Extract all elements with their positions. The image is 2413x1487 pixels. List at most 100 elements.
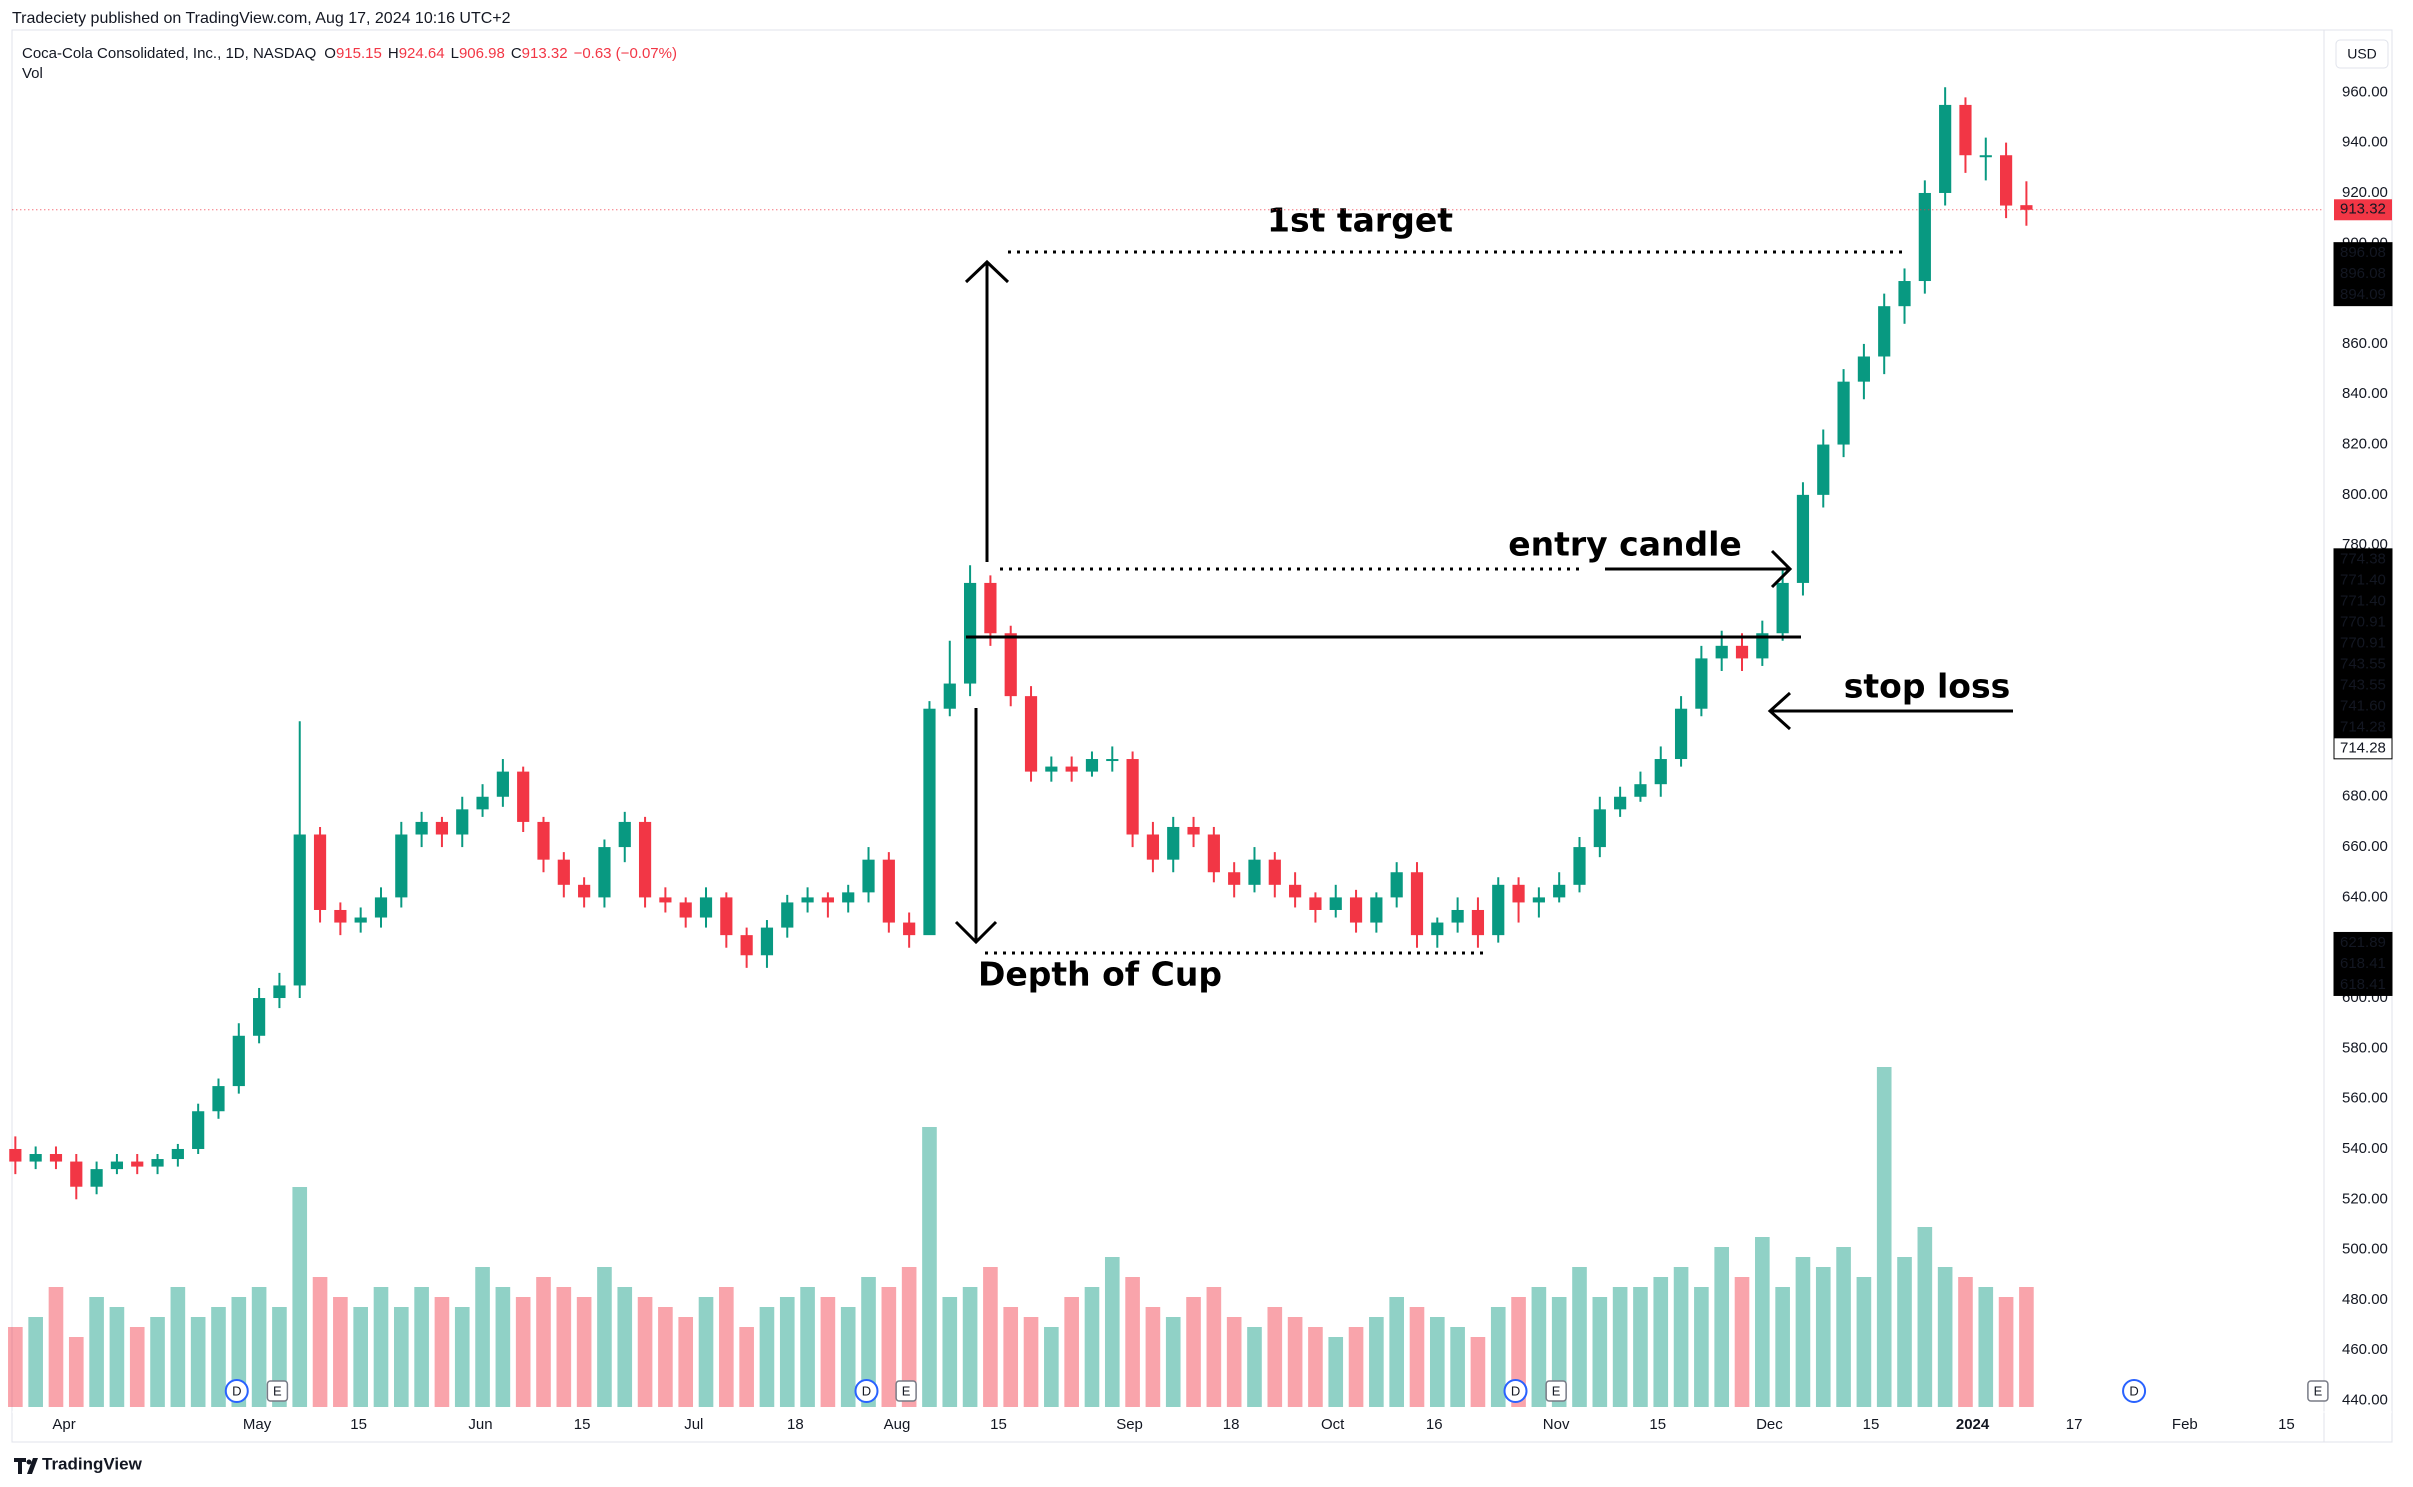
volume-bar [454,1307,470,1407]
candle-body [882,859,895,923]
volume-bar [698,1297,714,1407]
candle-body [638,821,652,898]
candle-body [578,884,591,898]
candle-body [1289,884,1302,898]
change: −0.63 (−0.07%) [574,45,677,62]
volume-bar [739,1327,754,1407]
event-label: D [232,1383,241,1398]
event-marker [224,1379,249,1403]
volume-bar [1734,1277,1750,1407]
x-tick-label: Oct [1321,1416,1345,1433]
y-tick-label: 640.00 [2342,888,2388,905]
event-label: D [862,1383,871,1398]
volume-bar [1958,1277,1973,1407]
volume-bar [1470,1337,1486,1407]
currency-box[interactable] [2335,39,2389,69]
volume-bar [1572,1267,1587,1407]
volume-bar [8,1327,23,1407]
ohlc-key: L [451,45,459,62]
candle-body [192,1111,205,1149]
ohlc-key: O [324,45,336,62]
volume-bar [312,1277,328,1407]
y-tick-label: 440.00 [2342,1392,2388,1409]
volume-bar [1998,1297,2014,1407]
candle-body [537,821,550,860]
price-label: 774.38 [2340,550,2386,567]
volume-bar [1328,1337,1344,1407]
price-label-box [2333,737,2393,760]
y-tick-label: 560.00 [2342,1090,2388,1107]
volume-bar [28,1317,43,1407]
volume-bar [1815,1267,1831,1407]
volume-bar [1003,1307,1019,1407]
x-tick-label: 17 [2066,1416,2083,1433]
candle-body [1228,872,1241,885]
x-tick-label: Feb [2172,1416,2198,1433]
price-label: 770.91 [2340,634,2386,651]
volume-bar [1308,1327,1323,1407]
volume-bar [962,1287,978,1407]
price-label: 714.28 [2340,718,2386,735]
y-tick-label: 580.00 [2342,1039,2388,1056]
price-label: 896.08 [2340,265,2386,282]
candle-body [740,935,753,956]
candle-body [760,927,774,956]
candle-body [374,897,388,918]
candle-body [1553,884,1566,898]
event-marker [1503,1379,1528,1403]
price-label: 714.28 [2340,739,2386,756]
event-marker [266,1380,289,1402]
volume-bar [1064,1297,1079,1407]
candle-body [821,897,834,903]
volume-bar [150,1317,165,1407]
volume-bar [556,1287,572,1407]
candle-body [1857,356,1870,382]
volume-bar [129,1327,145,1407]
volume-bar [1673,1267,1689,1407]
volume-bar [536,1277,551,1407]
candle-body [9,1148,22,1162]
arrow-head [1770,549,1793,589]
volume-bar [393,1307,409,1407]
candle-body [1756,633,1769,659]
event-label: D [1511,1383,1520,1398]
volume-bar [1023,1317,1039,1407]
x-tick-label: Sep [1116,1416,1143,1433]
volume-bar [1531,1287,1547,1407]
currency[interactable]: USD [2347,46,2377,62]
ohlc-key: C [511,45,522,62]
volume-bar [1409,1307,1425,1407]
volume-bar [1125,1277,1140,1407]
candle-body [49,1154,63,1162]
volume-label: Vol [22,65,43,82]
candle-body [29,1154,42,1162]
candle-body [1106,759,1119,762]
tv-logo [14,1458,38,1474]
candle-body [1024,696,1038,772]
candle-body [679,902,692,918]
price-label-box [2333,284,2393,307]
candle-body [253,998,266,1036]
x-tick-label: Jul [684,1416,703,1433]
volume-bar [820,1297,836,1407]
candle-body [659,897,672,903]
symbol: Coca-Cola Consolidated, Inc., 1D, NASDAQ [22,45,316,62]
y-tick-label: 660.00 [2342,838,2388,855]
y-tick-label: 920.00 [2342,184,2388,201]
candle-body [1979,155,1992,158]
volume-bar [495,1287,511,1407]
candle-body [334,909,347,923]
volume-bar [1775,1287,1790,1407]
volume-bar [1694,1287,1709,1407]
volume-bar [1633,1287,1648,1407]
candle-body [273,985,286,999]
candle-body [1614,796,1627,810]
volume-bar [800,1287,815,1407]
volume-bar [1876,1067,1892,1407]
candle-body [1268,859,1281,885]
price-label: 743.55 [2340,655,2386,672]
candle-body [1776,582,1789,634]
candle-body [1065,766,1078,772]
event-label: E [273,1383,282,1398]
